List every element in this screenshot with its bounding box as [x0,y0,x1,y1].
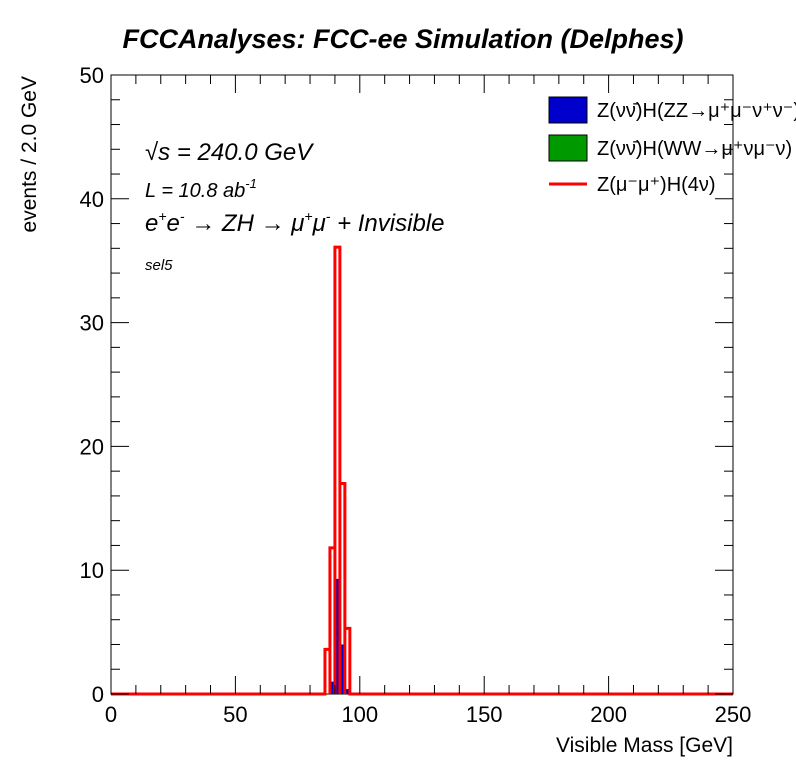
process-mu: μ [312,210,326,237]
process-e-minus: - [180,208,185,224]
legend: Z(νν̄)H(ZZ→μ⁺μ⁻ν⁺ν⁻) Z(νν̄)H(WW→μ⁺νμ⁻ν) Z(… [548,96,796,196]
lumi-annotation: L = 10.8 ab-1 [145,176,257,202]
process-end: + Invisible [330,210,444,237]
x-tick-label: 50 [223,702,247,727]
sqrt-s-symbol: √s [145,139,170,166]
x-axis-label: Visible Mass [GeV] [556,734,733,757]
legend-label-1: Z(νν̄)H(WW→μ⁺νμ⁻ν) [597,138,792,160]
process-mu-plus: + [304,208,312,224]
y-tick-label: 50 [80,63,104,88]
line-series-0 [111,245,733,696]
plot-frame [110,74,734,695]
process-e-plus: + [158,208,166,224]
process-mu-minus: - [326,208,331,224]
legend-label-2: Z(μ⁻μ⁺)H(4ν) [597,174,716,196]
y-tick-label: 0 [92,682,104,707]
y-axis-ticks: 0 10 20 30 40 50 [80,63,733,707]
x-tick-label: 250 [715,702,752,727]
chart-title: FCCAnalyses: FCC-ee Simulation (Delphes) [122,24,683,54]
legend-label-0: Z(νν̄)H(ZZ→μ⁺μ⁻ν⁺ν⁻) [597,100,796,122]
y-axis-label: events / 2.0 GeV [18,76,41,232]
selection-annotation: sel5 [145,257,173,274]
bar-0-1 [334,578,340,694]
x-tick-label: 150 [466,702,503,727]
lumi-value: L = 10.8 ab [145,180,245,202]
process-e2: e [167,210,180,237]
x-tick-label: 200 [590,702,627,727]
histogram-lines [111,245,733,696]
x-tick-label: 0 [105,702,117,727]
process-e: e [145,210,158,237]
annotation-block: √s = 240.0 GeV L = 10.8 ab-1 e+e- → ZH →… [145,139,444,274]
process-annotation: e+e- → ZH → μ+μ- + Invisible [145,208,444,237]
lumi-exponent: -1 [245,176,257,191]
process-mid: → ZH → μ [185,210,305,237]
x-axis-ticks: 0 50 100 150 200 250 [105,75,751,727]
x-tick-label: 100 [341,702,378,727]
y-tick-label: 20 [80,434,104,459]
y-tick-label: 30 [80,311,104,336]
y-tick-label: 40 [80,187,104,212]
sqrt-s-annotation: √s = 240.0 GeV [145,139,314,166]
y-tick-label: 10 [80,558,104,583]
bar-0-2 [339,644,345,694]
legend-swatch-0 [548,96,588,124]
bar-0-3 [344,689,350,694]
histogram-bars [329,578,350,694]
bar-0-0 [329,681,335,694]
legend-swatch-1 [548,134,588,162]
sqrt-s-value: = 240.0 GeV [170,139,314,166]
